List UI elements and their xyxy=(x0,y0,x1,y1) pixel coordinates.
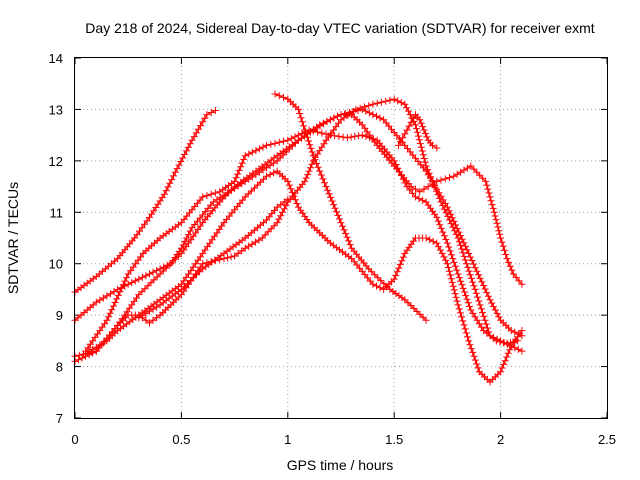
series-line xyxy=(398,114,438,149)
series-markers xyxy=(135,195,292,322)
y-tick-label: 10 xyxy=(49,257,63,272)
chart-title: Day 218 of 2024, Sidereal Day-to-day VTE… xyxy=(85,20,594,36)
y-tick-label: 7 xyxy=(56,411,63,426)
y-tick-label: 13 xyxy=(49,102,63,117)
series-track-4 xyxy=(82,126,522,355)
series-line xyxy=(74,110,216,293)
series-track-1 xyxy=(71,107,219,296)
x-tick-label: 2.5 xyxy=(598,432,616,447)
y-tick-label: 8 xyxy=(56,360,63,375)
series-markers xyxy=(395,111,441,152)
axis-ticks: 0 0.5 1 1.5 2 2.5 7 8 9 10 11 12 13 14 xyxy=(49,51,617,447)
series-line xyxy=(85,129,518,352)
x-axis-label: GPS time / hours xyxy=(287,457,394,473)
x-tick-label: 0 xyxy=(71,432,78,447)
series-track-7 xyxy=(135,195,292,322)
x-tick-label: 0.5 xyxy=(172,432,190,447)
series-track-6 xyxy=(82,167,526,386)
y-axis-label: SDTVAR / TECUs xyxy=(5,182,21,294)
data-series xyxy=(71,90,526,386)
series-track-8 xyxy=(271,90,430,324)
x-tick-label: 2 xyxy=(497,432,504,447)
x-tick-label: 1.5 xyxy=(385,432,403,447)
series-track-9 xyxy=(395,111,441,152)
plot-frame xyxy=(74,57,608,419)
y-tick-label: 11 xyxy=(50,205,64,220)
series-markers xyxy=(271,90,430,324)
series-markers xyxy=(82,167,526,386)
y-tick-label: 9 xyxy=(56,308,63,323)
series-line xyxy=(74,98,523,362)
series-markers xyxy=(71,107,219,296)
x-tick-label: 1 xyxy=(284,432,291,447)
series-line xyxy=(85,170,523,383)
y-tick-label: 14 xyxy=(49,51,63,66)
y-tick-label: 12 xyxy=(49,154,63,169)
